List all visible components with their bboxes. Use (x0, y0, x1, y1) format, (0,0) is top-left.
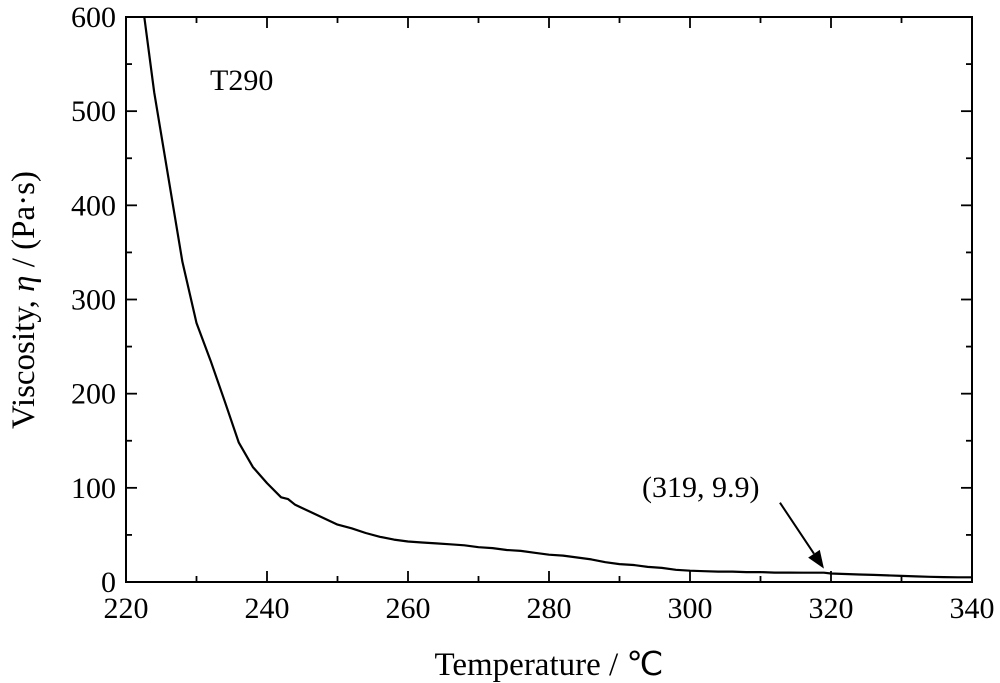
x-tick-label: 300 (668, 592, 713, 625)
y-tick-label: 300 (71, 284, 116, 317)
x-axis-title: Temperature / ℃ (435, 647, 664, 683)
y-axis-title: Viscosity, η / (Pa·s) (6, 171, 42, 429)
y-axis-title-suffix: / (Pa·s) (6, 171, 42, 275)
x-tick-label: 320 (809, 592, 854, 625)
y-tick-label: 200 (71, 378, 116, 411)
x-tick-label: 240 (245, 592, 290, 625)
y-tick-label: 600 (71, 1, 116, 34)
x-tick-label: 280 (527, 592, 572, 625)
x-tick-label: 340 (950, 592, 995, 625)
viscosity-curve (143, 16, 972, 579)
y-tick-label: 0 (101, 566, 116, 599)
annotation-arrow-line (779, 502, 815, 555)
y-tick-label: 100 (71, 472, 116, 505)
x-tick-label: 260 (386, 592, 431, 625)
plot-area-frame (125, 16, 973, 583)
x-tick-label: 220 (104, 592, 149, 625)
axis-ticks (125, 16, 973, 583)
y-tick-label: 500 (71, 95, 116, 128)
tick-labels: 220 240 260 280 300 320 340 0 100 200 300 400 500 600 (71, 1, 995, 625)
series-label-t290: T290 (210, 64, 273, 97)
y-axis-title-prefix: Viscosity, (6, 292, 42, 429)
y-tick-label: 400 (71, 189, 116, 222)
y-axis-title-symbol: η (6, 276, 42, 292)
annotation-label: (319, 9.9) (642, 471, 759, 504)
annotation-arrow-head (808, 549, 824, 569)
